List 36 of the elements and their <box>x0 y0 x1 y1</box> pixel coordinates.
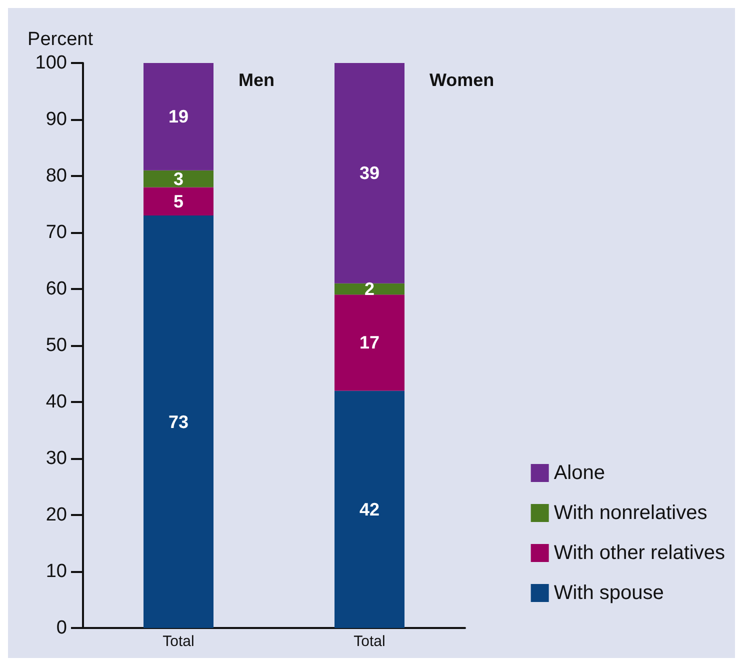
legend-label: With spouse <box>554 582 664 604</box>
y-tick-label: 30 <box>46 448 67 469</box>
data-label: 2 <box>364 279 375 299</box>
annotation: Women <box>430 70 494 90</box>
data-label: 19 <box>168 106 189 127</box>
bar <box>334 294 404 391</box>
y-tick-label: 60 <box>46 278 67 300</box>
bar <box>334 283 404 295</box>
y-tick-label: 20 <box>46 504 67 526</box>
y-axis-title: Percent <box>28 29 94 50</box>
data-label: 5 <box>173 191 184 212</box>
bar <box>144 170 214 188</box>
y-tick-label: 0 <box>56 618 67 638</box>
data-label: 39 <box>359 163 380 184</box>
y-tick-label: 10 <box>46 561 67 582</box>
bar <box>144 187 214 216</box>
y-tick-label: 90 <box>46 109 67 130</box>
bar <box>144 216 214 628</box>
y-tick-label: 80 <box>46 166 67 186</box>
data-label: 3 <box>173 168 184 189</box>
data-label: 73 <box>168 412 189 432</box>
data-label: 17 <box>359 332 380 353</box>
annotation: Men <box>238 70 274 90</box>
y-tick-label: 100 <box>35 52 67 74</box>
y-tick-label: 50 <box>46 335 67 356</box>
x-tick-label: Total <box>162 633 194 650</box>
data-label: 42 <box>359 499 380 520</box>
legend-label: Alone <box>554 462 605 484</box>
bar <box>334 63 404 284</box>
bar <box>144 63 214 170</box>
legend-label: With other relatives <box>554 542 725 564</box>
y-tick-label: 70 <box>46 222 67 243</box>
legend-label: With nonrelatives <box>554 502 708 524</box>
x-tick-label: Total <box>354 633 386 650</box>
y-tick-label: 40 <box>46 392 67 412</box>
bar <box>334 390 404 628</box>
